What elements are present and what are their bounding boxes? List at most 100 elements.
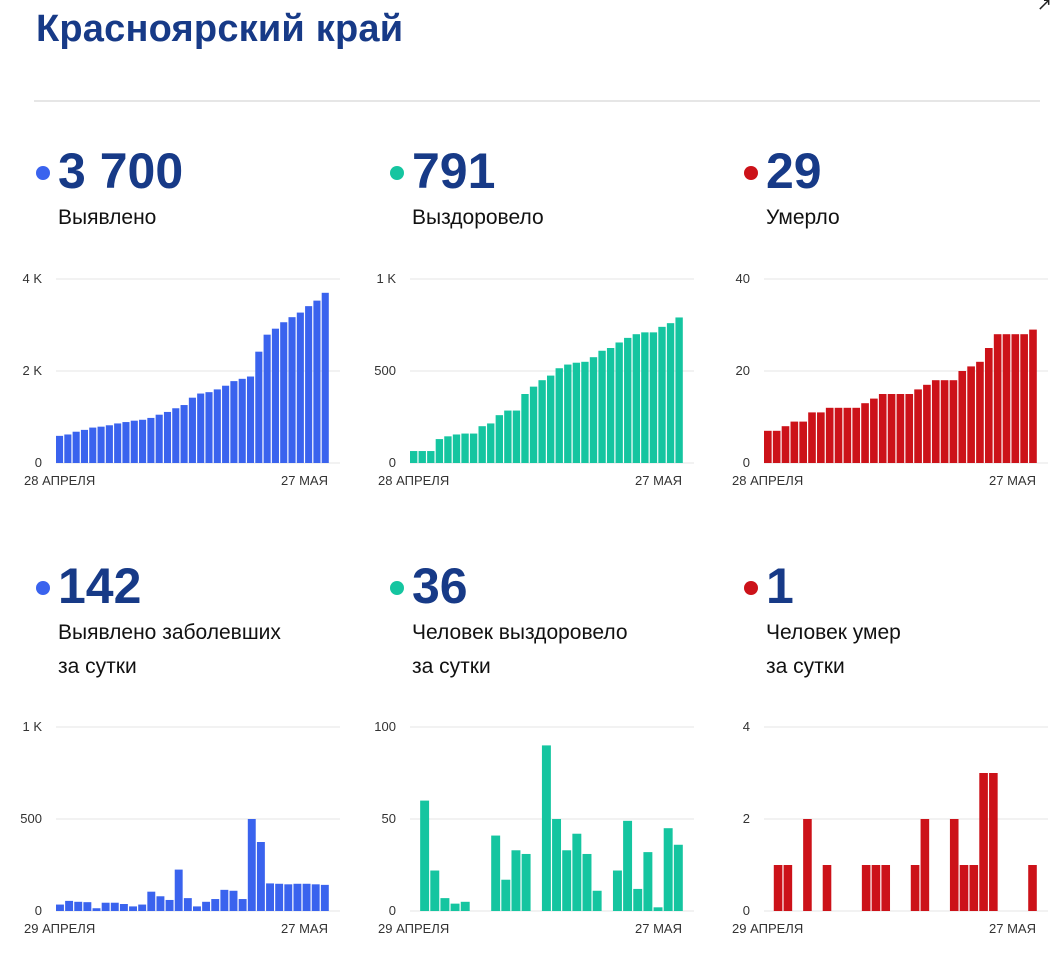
series-dot-icon (390, 166, 404, 180)
bar (302, 883, 311, 911)
bar (491, 835, 501, 911)
expand-icon[interactable]: ↗ (1036, 0, 1052, 14)
bar (817, 412, 825, 463)
stat-label: Умерло (766, 206, 840, 229)
bar (129, 906, 137, 911)
bar (552, 819, 562, 911)
bar (197, 393, 205, 463)
bar (183, 898, 192, 911)
bar (653, 907, 663, 911)
bar (122, 422, 130, 463)
bar (870, 398, 878, 463)
bar (65, 900, 74, 911)
bar (959, 865, 969, 911)
bar (410, 451, 418, 463)
y-tick-label: 4 (743, 719, 750, 734)
x-start-label: 29 АПРЕЛЯ (732, 921, 803, 936)
stat-value: 142 (58, 558, 142, 614)
bar (469, 433, 478, 463)
bar (56, 904, 64, 911)
bar (501, 879, 511, 911)
bar (896, 394, 905, 463)
bar (444, 436, 452, 463)
bar (641, 332, 649, 463)
bar (969, 865, 979, 911)
bar (958, 371, 967, 463)
bar (89, 427, 97, 463)
bar (56, 435, 64, 463)
bar (984, 348, 993, 463)
bar (1011, 334, 1020, 463)
bar (180, 405, 188, 463)
bar (612, 870, 622, 911)
bar (582, 853, 592, 911)
bar (663, 828, 673, 911)
stat-panel: 36 Человек выздоровело за сутки 0 50 100 29 АП… (374, 555, 718, 975)
bar (450, 903, 460, 911)
bar (213, 389, 221, 463)
bar (808, 412, 816, 463)
bar (211, 899, 220, 911)
y-tick-label: 500 (20, 811, 42, 826)
bar (495, 415, 503, 463)
bar (931, 380, 940, 463)
stat-label: за сутки (412, 655, 491, 678)
stat-label: Человек умер (766, 621, 901, 644)
series-dot-icon (744, 166, 758, 180)
stat-value: 36 (412, 558, 468, 614)
bar (92, 908, 101, 911)
bar (97, 426, 105, 463)
bar (861, 403, 869, 463)
bar (461, 433, 469, 463)
bar (781, 426, 790, 463)
bar (606, 348, 615, 463)
x-end-label: 27 МАЯ (635, 473, 682, 488)
bar (993, 334, 1002, 463)
stat-label: Выздоровело (412, 206, 544, 229)
bar (940, 380, 949, 463)
bar (288, 317, 296, 463)
bar (511, 850, 521, 911)
bar (562, 850, 572, 911)
x-end-label: 27 МАЯ (281, 921, 328, 936)
y-tick-label: 0 (389, 455, 396, 470)
bar (435, 439, 444, 463)
stat-value: 3 700 (58, 143, 184, 199)
bar-chart: 0 50 100 29 АПРЕЛЯ 27 МАЯ (374, 719, 694, 936)
stat-panel: 3 700 Выявлено 0 2 K 4 K 28 АПРЕЛЯ 27 МАЯ (22, 140, 364, 560)
bar (101, 902, 110, 911)
bar (914, 389, 922, 463)
bar (275, 883, 284, 911)
bar (790, 421, 799, 463)
bar (452, 434, 461, 463)
bar (229, 890, 238, 911)
x-end-label: 27 МАЯ (635, 921, 682, 936)
bar (114, 423, 122, 463)
bar (230, 381, 238, 463)
bar (440, 898, 450, 911)
stat-label: за сутки (58, 655, 137, 678)
y-tick-label: 500 (374, 363, 396, 378)
stat-value: 1 (766, 558, 794, 614)
bar (83, 902, 92, 911)
stat-label: Выявлено заболевших (58, 621, 281, 644)
bar (881, 865, 891, 911)
bar (547, 375, 555, 463)
bar (271, 328, 279, 463)
bar (979, 773, 988, 911)
bar (418, 451, 426, 463)
bar (139, 419, 147, 463)
bar (675, 317, 683, 463)
bar (989, 773, 998, 911)
bar (949, 819, 959, 911)
bar (878, 394, 887, 463)
bar (632, 334, 640, 463)
bar (572, 362, 581, 463)
y-tick-label: 0 (35, 455, 42, 470)
bar-chart: 0 2 4 29 АПРЕЛЯ 27 МАЯ (732, 719, 1048, 936)
bar (861, 865, 871, 911)
bar (649, 332, 658, 463)
bar (871, 865, 881, 911)
y-tick-label: 0 (35, 903, 42, 918)
bar (673, 844, 683, 911)
